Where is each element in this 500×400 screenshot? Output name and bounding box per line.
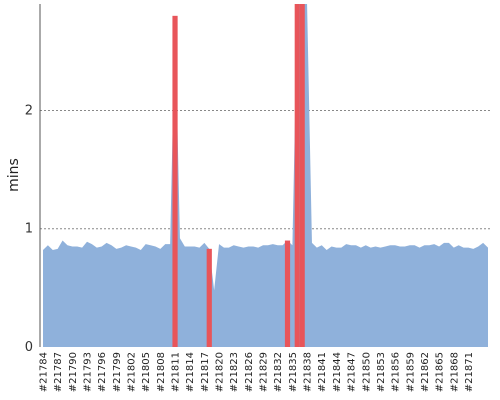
y-tick-label: 1 [25, 222, 33, 237]
x-tick-label: #21865 [435, 352, 446, 392]
highlight-bar-21818[interactable] [206, 248, 212, 347]
x-tick-label: #21859 [405, 352, 416, 392]
highlighted-builds [172, 4, 305, 348]
x-tick-label: #21805 [141, 352, 152, 392]
x-tick-label: #21871 [464, 352, 475, 392]
x-tick-label: #21868 [449, 352, 460, 392]
x-tick-label: #21814 [185, 352, 196, 392]
x-tick-label: #21796 [97, 352, 108, 392]
x-tick-label: #21808 [156, 352, 167, 392]
highlight-bar-21836[interactable] [294, 4, 300, 347]
x-tick-label: #21799 [112, 352, 123, 392]
x-tick-label: #21853 [376, 352, 387, 392]
y-tick-labels: 0 1 2 [25, 103, 33, 355]
duration-area-series [43, 4, 488, 347]
x-tick-label: #21847 [347, 352, 358, 392]
highlight-bar-21834[interactable] [284, 240, 291, 347]
x-tick-label: #21835 [288, 352, 299, 392]
x-tick-label: #21790 [68, 352, 79, 392]
x-tick-label: #21820 [215, 352, 226, 392]
x-tick-label: #21850 [361, 352, 372, 392]
x-tick-label: #21802 [127, 352, 138, 392]
x-tick-label: #21829 [259, 352, 270, 392]
y-axis-label: mins [6, 158, 22, 192]
x-tick-label: #21841 [317, 352, 328, 392]
highlight-bar-21811[interactable] [172, 15, 178, 348]
x-tick-label: #21826 [244, 352, 255, 392]
y-tick-label: 2 [25, 103, 33, 118]
highlight-bar-21837[interactable] [299, 4, 305, 347]
x-tick-label: #21811 [171, 352, 182, 392]
x-tick-label: #21817 [200, 352, 211, 392]
x-tick-label: #21793 [83, 352, 94, 392]
x-tick-label: #21838 [303, 352, 314, 392]
gridlines [40, 109, 492, 230]
y-tick-label: 0 [25, 340, 33, 355]
x-tick-label: #21862 [420, 352, 431, 392]
x-tick-label: #21784 [39, 352, 50, 392]
x-tick-label: #21823 [229, 352, 240, 392]
x-tick-label: #21844 [332, 352, 343, 392]
x-tick-label: #21787 [53, 352, 64, 392]
x-tick-label: #21832 [273, 352, 284, 392]
x-tick-label: #21856 [391, 352, 402, 392]
x-tick-labels: #21784 #21787 #21790 #21793 #21796 #21799 #218… [39, 352, 475, 392]
